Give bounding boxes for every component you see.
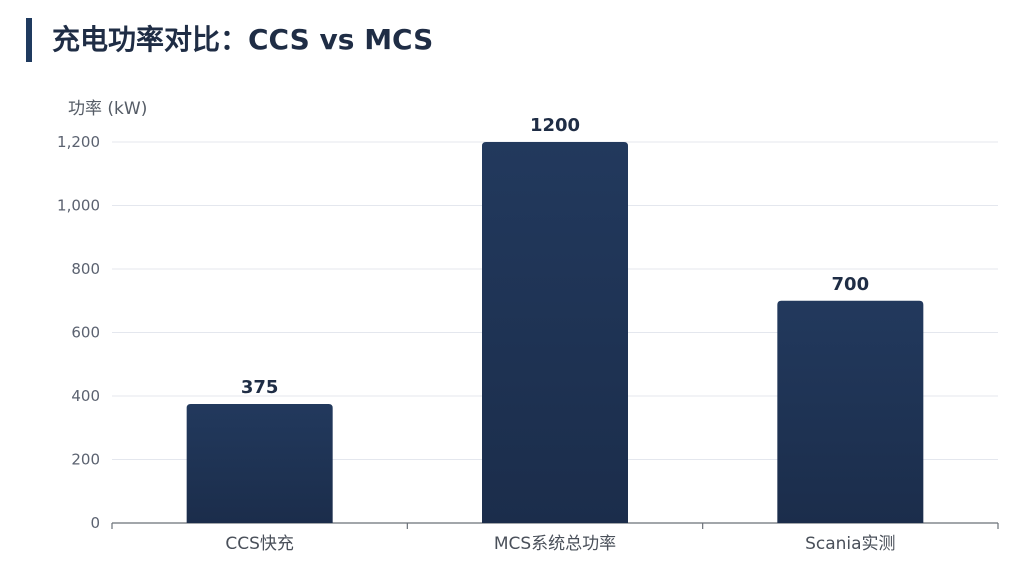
y-tick-label: 1,000 (57, 197, 100, 215)
bar-1 (482, 142, 628, 523)
data-label: 1200 (530, 115, 580, 136)
bar-2 (777, 300, 924, 523)
y-tick-label: 800 (71, 260, 100, 278)
data-label: 375 (241, 377, 279, 398)
y-tick-label: 200 (71, 451, 100, 469)
x-tick-label: Scania实测 (805, 534, 895, 554)
page-title: 充电功率对比：CCS vs MCS (52, 23, 434, 56)
labels: 0 200 400 600 800 1,000 1,200 375 CCS快充 1200 MCS系统… (57, 115, 896, 554)
axes (111, 522, 999, 529)
y-tick-label: 1,200 (57, 133, 100, 151)
y-axis-label: 功率 (kW) (68, 99, 148, 119)
title-accent-bar (26, 18, 32, 62)
y-tick-label: 0 (90, 514, 100, 532)
data-label: 700 (832, 274, 870, 295)
y-tick-label: 400 (71, 387, 100, 405)
x-tick-label: CCS快充 (225, 534, 294, 554)
bar-0 (186, 403, 333, 523)
bars (186, 142, 924, 523)
x-tick-label: MCS系统总功率 (494, 534, 616, 554)
y-tick-label: 600 (71, 324, 100, 342)
